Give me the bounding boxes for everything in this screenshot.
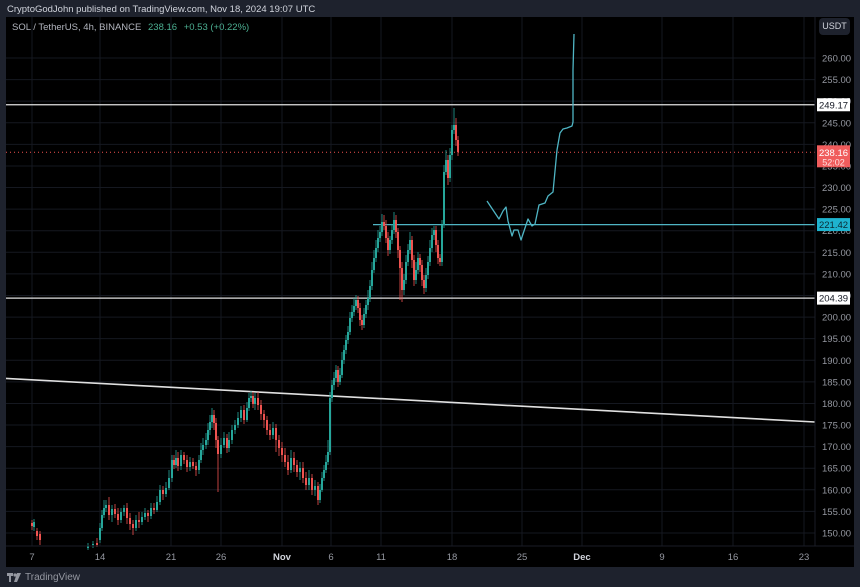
svg-text:200.00: 200.00 bbox=[822, 313, 851, 324]
projection-path bbox=[486, 33, 575, 241]
svg-text:230.00: 230.00 bbox=[822, 183, 851, 194]
svg-text:25: 25 bbox=[517, 552, 528, 563]
svg-text:26: 26 bbox=[216, 552, 227, 563]
symbol-legend: SOL / TetherUS, 4h, BINANCE 238.16 +0.53… bbox=[12, 22, 249, 33]
svg-text:185.00: 185.00 bbox=[822, 377, 851, 388]
svg-text:Nov: Nov bbox=[273, 552, 292, 563]
price-change: +0.53 (+0.22%) bbox=[183, 22, 250, 33]
svg-text:204.39: 204.39 bbox=[819, 294, 848, 305]
footer-branding: TradingView bbox=[7, 569, 80, 585]
last-price: 238.16 bbox=[148, 22, 178, 33]
level-price-label bbox=[817, 218, 850, 232]
footer-brand-text: TradingView bbox=[25, 571, 81, 583]
svg-text:7: 7 bbox=[29, 552, 34, 563]
svg-text:190.00: 190.00 bbox=[822, 356, 851, 367]
level-price-label bbox=[817, 291, 850, 305]
svg-text:180.00: 180.00 bbox=[822, 399, 851, 410]
svg-text:23: 23 bbox=[799, 552, 810, 563]
publish-info: CryptoGodJohn published on TradingView.c… bbox=[7, 4, 316, 15]
svg-text:6: 6 bbox=[328, 552, 333, 563]
svg-text:238.16: 238.16 bbox=[819, 148, 848, 159]
svg-text:255.00: 255.00 bbox=[822, 75, 851, 86]
svg-text:260.00: 260.00 bbox=[822, 54, 851, 65]
grid-lines bbox=[6, 17, 815, 546]
svg-text:195.00: 195.00 bbox=[822, 334, 851, 345]
svg-text:221.42: 221.42 bbox=[819, 220, 848, 231]
level-price-label bbox=[817, 98, 850, 112]
trendline bbox=[5, 377, 816, 423]
svg-text:245.00: 245.00 bbox=[822, 118, 851, 129]
svg-text:175.00: 175.00 bbox=[822, 421, 851, 432]
horizontal-levels bbox=[6, 104, 815, 299]
descending-trendline[interactable] bbox=[5, 377, 816, 423]
svg-text:9: 9 bbox=[659, 552, 664, 563]
svg-text:249.17: 249.17 bbox=[819, 100, 848, 111]
svg-text:21: 21 bbox=[166, 552, 177, 563]
tradingview-logo-icon bbox=[7, 572, 21, 582]
svg-text:155.00: 155.00 bbox=[822, 507, 851, 518]
current-price-label bbox=[817, 145, 850, 168]
projected-path[interactable] bbox=[486, 33, 575, 241]
svg-text:150.00: 150.00 bbox=[822, 528, 851, 539]
time-axis: 7 14 21 26 Nov 6 11 18 25 Dec 9 16 23 bbox=[6, 545, 854, 563]
svg-text:225.00: 225.00 bbox=[822, 205, 851, 216]
svg-text:165.00: 165.00 bbox=[822, 464, 851, 475]
chart-area[interactable] bbox=[6, 17, 854, 567]
svg-text:215.00: 215.00 bbox=[822, 248, 851, 259]
currency-button[interactable]: USDT bbox=[819, 18, 850, 35]
svg-text:18: 18 bbox=[447, 552, 458, 563]
svg-text:16: 16 bbox=[728, 552, 739, 563]
price-axis: 260.00255.00250.00245.00240.00235.00230.… bbox=[814, 17, 851, 546]
svg-text:160.00: 160.00 bbox=[822, 485, 851, 496]
svg-text:220.00: 220.00 bbox=[822, 226, 851, 237]
svg-text:14: 14 bbox=[95, 552, 106, 563]
symbol-name: SOL / TetherUS, 4h, BINANCE bbox=[12, 22, 142, 33]
candlesticks bbox=[31, 108, 459, 550]
svg-text:11: 11 bbox=[376, 552, 386, 563]
svg-text:210.00: 210.00 bbox=[822, 269, 851, 280]
svg-text:Dec: Dec bbox=[573, 552, 590, 563]
svg-text:52:02: 52:02 bbox=[822, 157, 845, 167]
svg-text:170.00: 170.00 bbox=[822, 442, 851, 453]
